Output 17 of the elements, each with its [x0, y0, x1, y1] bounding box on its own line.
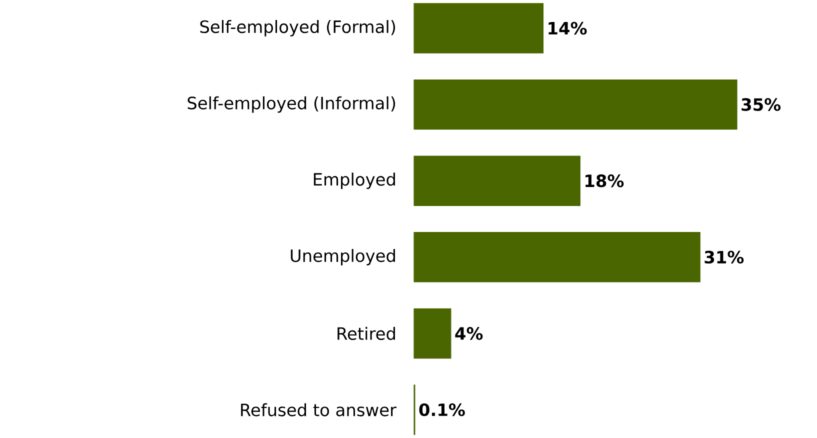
- bar: [414, 308, 452, 359]
- bar: [414, 156, 580, 206]
- data-label: 18%: [586, 174, 624, 188]
- data-label: 14%: [548, 22, 587, 35]
- data-label: 4%: [455, 327, 483, 340]
- y-tick-label: Unemployed: [290, 248, 395, 266]
- bar: [414, 79, 738, 130]
- data-label: 35%: [742, 98, 781, 111]
- data-label: 0.1%: [419, 403, 465, 416]
- y-tick-label: Self-employed (Formal): [200, 20, 396, 36]
- bar: [414, 232, 700, 282]
- bar: [414, 3, 544, 54]
- data-label: 31%: [704, 250, 744, 264]
- y-tick-label: Refused to answer: [241, 403, 396, 416]
- y-tick-label: Self-employed (Informal): [188, 96, 396, 113]
- y-tick-label: Retired: [338, 326, 395, 340]
- y-tick-label: Employed: [314, 172, 395, 190]
